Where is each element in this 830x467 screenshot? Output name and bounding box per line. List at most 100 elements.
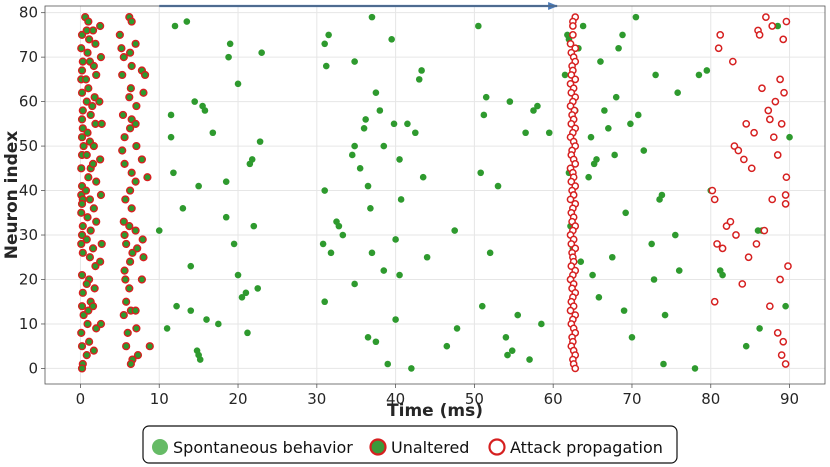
data-point [89, 61, 98, 71]
data-point [125, 48, 135, 57]
data-point [137, 275, 147, 284]
data-point [451, 227, 458, 234]
data-point [90, 284, 99, 293]
data-point [209, 129, 217, 137]
data-point [589, 271, 596, 279]
data-point [123, 328, 132, 337]
data-point [780, 88, 788, 97]
data-point [138, 235, 147, 244]
data-point [750, 128, 758, 137]
data-point [131, 177, 140, 186]
data-point [779, 35, 788, 44]
data-point [125, 257, 135, 266]
data-point [145, 342, 154, 351]
data-point [201, 107, 209, 114]
data-point [195, 182, 202, 190]
data-point [85, 35, 94, 44]
data-point [477, 169, 484, 177]
data-point [622, 209, 629, 217]
x-axis-label: Time (ms) [387, 401, 483, 421]
data-point [167, 111, 175, 119]
data-point [526, 356, 533, 363]
data-points [77, 13, 793, 373]
y-tick-label: 70 [19, 48, 38, 66]
data-point [453, 325, 461, 332]
data-point [81, 186, 91, 195]
data-point [771, 97, 780, 106]
data-point [768, 22, 777, 30]
plot-area [45, 6, 825, 384]
data-point [82, 350, 91, 360]
data-point [118, 146, 127, 155]
data-point [765, 302, 774, 311]
data-point [78, 222, 87, 231]
data-point [77, 199, 87, 208]
data-point [752, 240, 761, 248]
data-point [121, 195, 130, 204]
data-point [486, 249, 494, 257]
data-point [719, 271, 726, 279]
data-point [319, 240, 327, 248]
y-tick-label: 30 [19, 226, 38, 244]
data-point [83, 48, 92, 57]
data-point [84, 173, 93, 182]
data-point [120, 159, 129, 168]
data-point [187, 307, 195, 314]
x-tick-label: 60 [544, 390, 563, 408]
data-point [325, 31, 332, 39]
data-point [77, 115, 87, 124]
data-point [695, 71, 703, 79]
data-point [508, 347, 516, 354]
data-point [81, 75, 91, 84]
y-tick-label: 80 [19, 4, 38, 22]
data-point [321, 40, 328, 48]
data-point [97, 119, 106, 128]
data-point [504, 351, 511, 359]
data-point [339, 231, 347, 239]
data-point [78, 106, 87, 115]
data-point [628, 334, 636, 341]
data-point [611, 151, 618, 159]
data-point [619, 31, 626, 39]
data-point [77, 270, 87, 280]
data-point [650, 276, 658, 283]
data-point [475, 22, 482, 30]
data-point [781, 191, 790, 199]
data-point [187, 262, 195, 270]
plot-frame [44, 5, 826, 385]
y-tick-label: 10 [19, 315, 38, 333]
data-point [139, 88, 148, 97]
x-tick-label: 90 [780, 390, 799, 408]
legend-marker-unaltered [369, 438, 387, 456]
data-point [390, 120, 398, 128]
data-point [77, 208, 86, 217]
data-point [84, 17, 93, 26]
data-point [691, 365, 699, 372]
data-point [764, 106, 773, 115]
data-point [710, 297, 719, 306]
data-point [125, 93, 134, 102]
data-point [120, 266, 129, 275]
data-point [131, 39, 140, 48]
x-tick-label: 0 [76, 390, 86, 408]
data-point [118, 110, 128, 120]
data-point [234, 80, 242, 88]
data-point [226, 40, 234, 48]
data-point [244, 329, 251, 337]
data-point [85, 195, 95, 204]
data-point [122, 297, 131, 306]
data-point [140, 70, 150, 80]
x-tick-label: 50 [465, 390, 484, 408]
data-point [577, 258, 585, 266]
data-point [96, 155, 105, 164]
data-point [747, 164, 756, 173]
data-point [83, 319, 92, 329]
data-point [127, 204, 136, 213]
data-point [167, 133, 175, 141]
data-point [601, 107, 608, 114]
data-point [132, 101, 141, 111]
data-point [739, 155, 748, 164]
data-point [95, 97, 104, 106]
data-point [443, 342, 451, 350]
